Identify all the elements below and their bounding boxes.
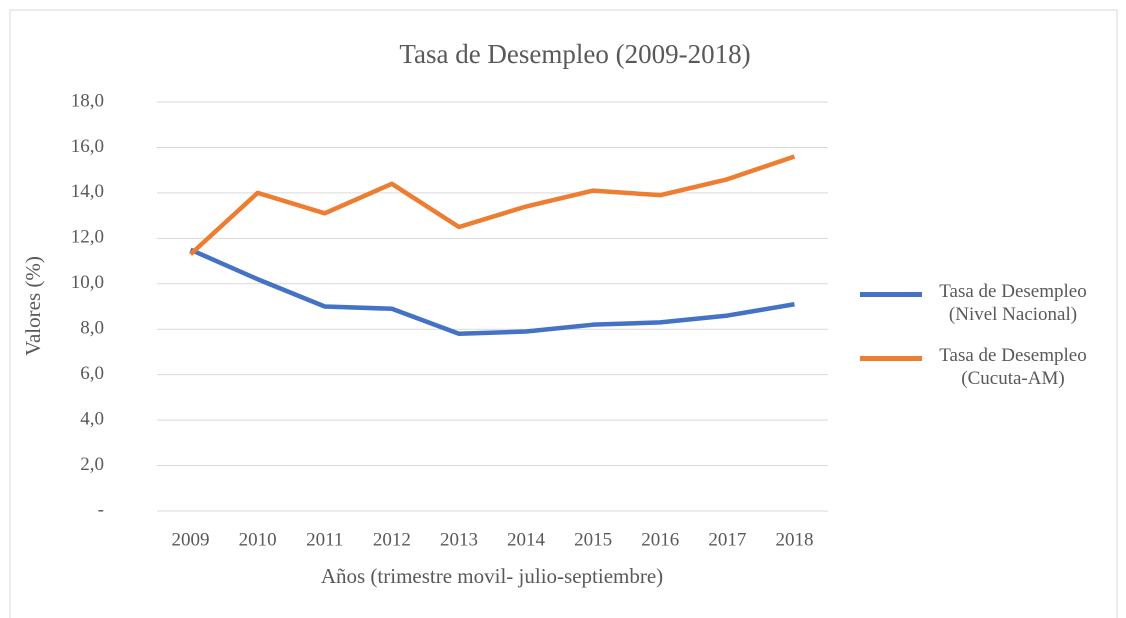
legend-swatch [860, 292, 922, 297]
x-tick-label: 2009 [172, 529, 210, 550]
y-tick-label: 16,0 [71, 136, 104, 157]
chart-title: Tasa de Desempleo (2009-2018) [399, 39, 750, 69]
line-series [189, 154, 796, 256]
x-tick-label: 2016 [641, 529, 679, 550]
legend-item: Tasa de Desempleo (Cucuta-AM) [860, 344, 1108, 390]
x-tick-label: 2015 [574, 529, 612, 550]
legend-label: Tasa de Desempleo (Cucuta-AM) [939, 345, 1087, 389]
y-tick-label: 4,0 [80, 408, 104, 429]
y-tick-label: 10,0 [71, 272, 104, 293]
y-tick-label: 6,0 [80, 363, 104, 384]
legend-label: Tasa de Desempleo (Nivel Nacional) [939, 281, 1087, 325]
chart-frame [9, 9, 1118, 618]
y-tick-label: 8,0 [80, 318, 104, 339]
x-tick-label: 2012 [373, 529, 411, 550]
legend-item: Tasa de Desempleo (Nivel Nacional) [860, 280, 1108, 326]
y-tick-label: 2,0 [80, 454, 104, 475]
x-axis-label: Años (trimestre movil- julio-septiembre) [321, 564, 663, 588]
y-tick-label: 18,0 [71, 90, 104, 111]
y-tick-label: - [98, 499, 104, 520]
y-tick-label: 12,0 [71, 227, 104, 248]
legend: Tasa de Desempleo (Nivel Nacional) Tasa d… [860, 280, 1108, 408]
y-axis-label: Valores (%) [21, 256, 45, 356]
x-tick-label: 2014 [507, 529, 546, 550]
y-tick-label: 14,0 [71, 181, 104, 202]
line-series [189, 247, 795, 337]
x-tick-label: 2011 [306, 529, 343, 550]
x-tick-label: 2010 [239, 529, 277, 550]
x-tick-label: 2018 [775, 529, 813, 550]
legend-swatch [860, 356, 922, 361]
x-tick-label: 2017 [708, 529, 746, 550]
x-tick-label: 2013 [440, 529, 478, 550]
